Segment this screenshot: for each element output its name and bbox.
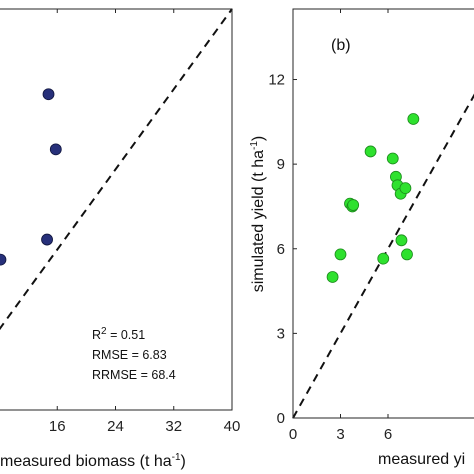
panel-b-data-point xyxy=(401,248,413,261)
panel-a-rmse-stat: RMSE = 6.83 xyxy=(92,348,167,362)
panel-a-x-tick-label: 32 xyxy=(165,418,182,435)
panel-a-one-to-one-line xyxy=(0,8,233,331)
panel-b-data-point xyxy=(407,113,420,125)
panel-a-data-point xyxy=(49,143,62,156)
panel-a-data-point xyxy=(0,253,7,266)
panel-b-data-point xyxy=(399,182,412,195)
panel-b-y-tick-label: 12 xyxy=(268,72,285,89)
panel-a-x-axis-label: measured biomass (t ha-1) xyxy=(0,452,186,470)
panel-b-x-tick-label: 6 xyxy=(384,426,392,443)
panel-b-plot-area xyxy=(292,8,474,419)
panel-a-data-point xyxy=(42,88,55,101)
panel-a: 16 24 32 40 R2 = 0.51 RMSE = 6.83 RRMSE = 6… xyxy=(0,8,240,470)
panel-b-points xyxy=(326,113,420,283)
panel-a-points xyxy=(0,88,62,266)
panel-a-plot-area xyxy=(0,8,233,411)
panel-b-x-tick-label: 3 xyxy=(336,426,344,443)
panel-b-y-ticks: 0 3 6 9 12 xyxy=(268,72,297,427)
panel-a-x-tick-label: 16 xyxy=(49,418,66,435)
panel-b-y-axis-label: simulated yield (t ha-1) xyxy=(249,136,267,293)
panel-b-one-to-one-line xyxy=(292,93,474,419)
panel-a-rrmse-stat: RRMSE = 68.4 xyxy=(92,368,176,382)
panel-a-data-point xyxy=(41,233,53,246)
panel-b-label: (b) xyxy=(331,37,351,54)
panel-b: 0 3 6 0 3 6 9 12 (b) measured yi simulated yie… xyxy=(249,8,474,468)
panel-a-x-tick-label: 24 xyxy=(107,418,124,435)
panel-b-x-tick-label: 0 xyxy=(289,426,297,443)
panel-a-x-tick-label: 40 xyxy=(224,418,241,435)
panel-b-data-point xyxy=(395,234,408,247)
panel-b-data-point xyxy=(377,252,390,265)
panel-b-x-axis-label: measured yi xyxy=(378,451,465,468)
panel-b-y-tick-label: 3 xyxy=(277,325,285,342)
panel-a-r2-stat: R2 = 0.51 xyxy=(92,326,145,342)
panel-b-data-point xyxy=(326,271,339,283)
panel-a-x-ticks: 16 24 32 40 xyxy=(49,9,240,435)
panel-b-data-point xyxy=(347,199,360,211)
panel-b-data-point xyxy=(334,248,347,261)
panel-b-data-point xyxy=(364,145,377,158)
panel-b-x-ticks: 0 3 6 xyxy=(289,9,392,443)
panel-b-y-tick-label: 9 xyxy=(277,156,285,173)
panel-b-data-point xyxy=(386,152,399,165)
panel-b-y-tick-label: 0 xyxy=(277,410,285,427)
panel-b-y-tick-label: 6 xyxy=(277,241,285,258)
